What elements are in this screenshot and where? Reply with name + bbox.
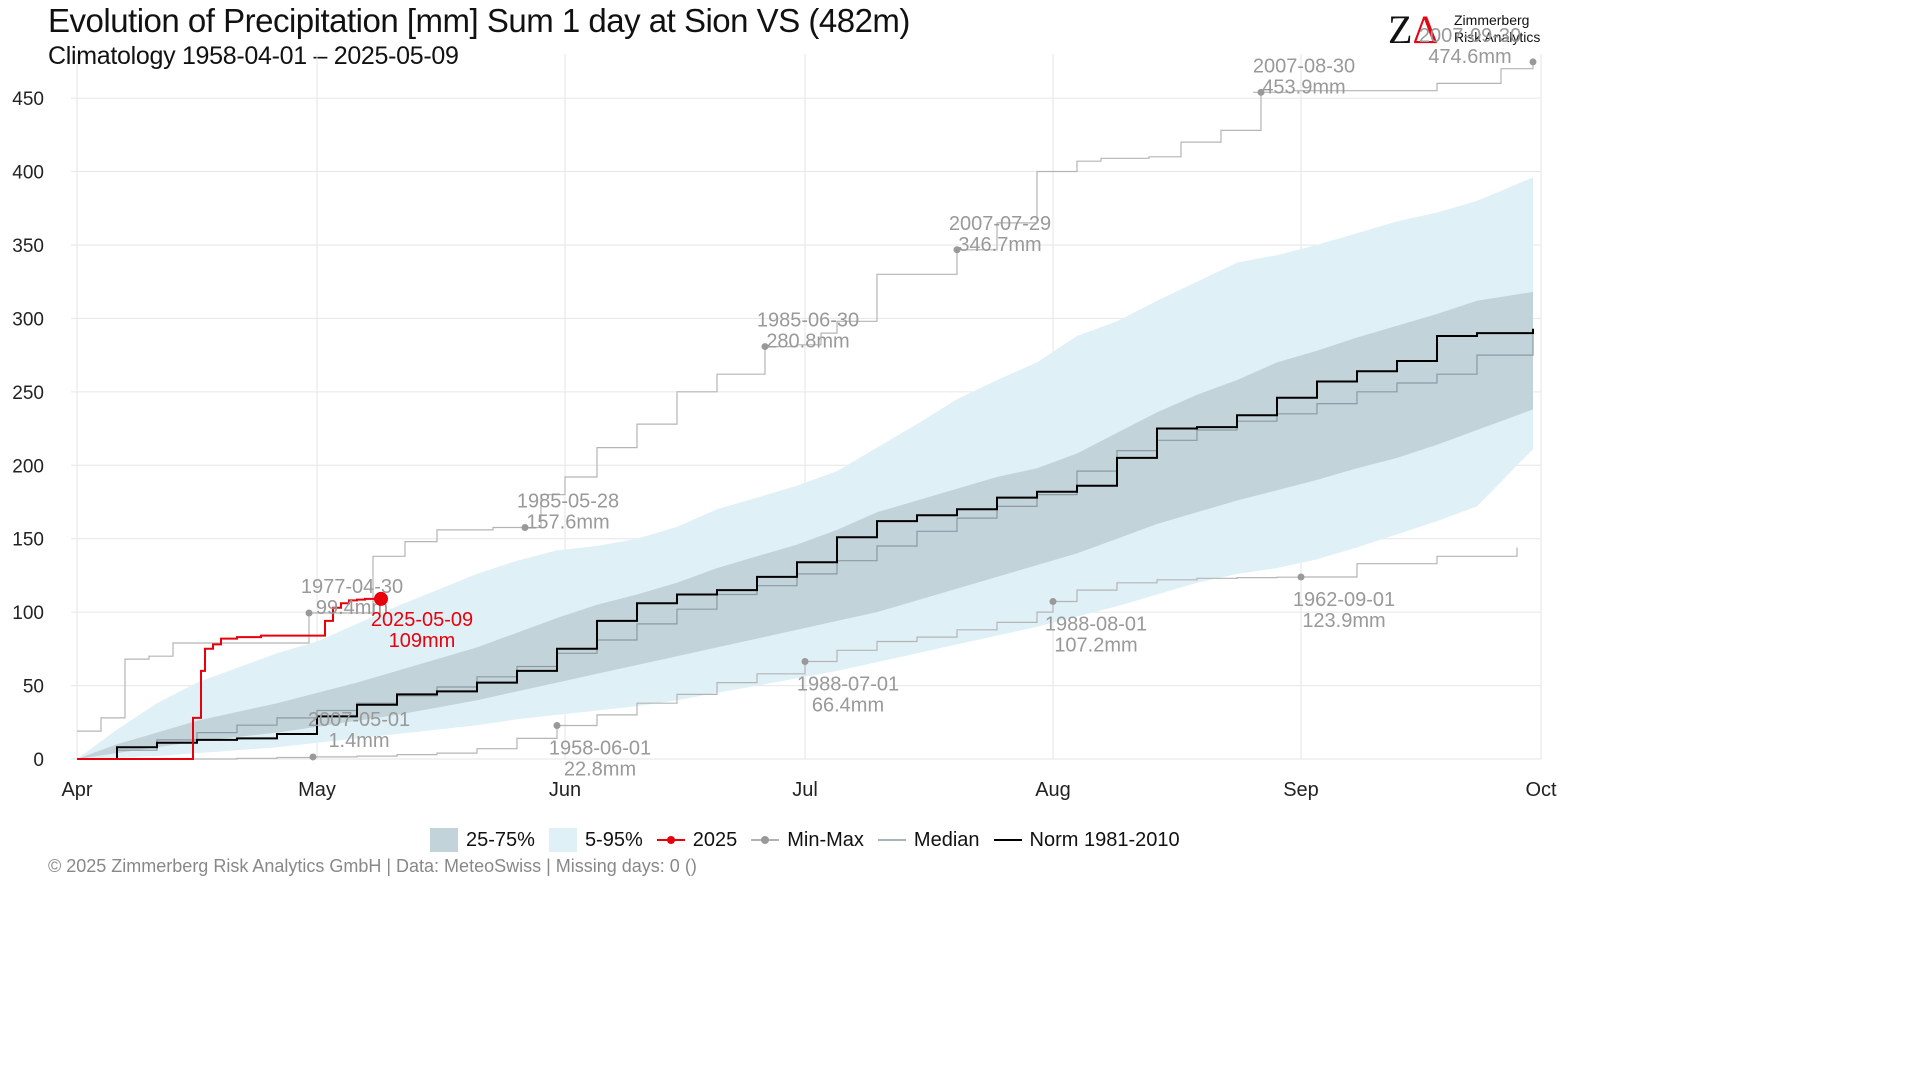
y-tick-label: 400 bbox=[12, 163, 44, 184]
chart-title: Evolution of Precipitation [mm] Sum 1 da… bbox=[48, 2, 910, 39]
precipitation-chart: 0 50 100 150 200 250 300 350 400 450 Apr May Jun Jul A… bbox=[12, 25, 1557, 801]
minmax-point-marker bbox=[1049, 598, 1057, 606]
minmax-point-marker bbox=[521, 524, 529, 532]
legend-key-2025 bbox=[656, 836, 685, 844]
chart-subtitle: Climatology 1958-04-01 – 2025-05-09 bbox=[48, 42, 459, 70]
legend-item-2025: 2025 bbox=[656, 828, 738, 852]
minmax-point-marker bbox=[801, 657, 809, 665]
annotation-value: 109mm bbox=[389, 630, 456, 652]
legend-key-5-95 bbox=[548, 828, 577, 852]
annotation-date: 1985-06-30 bbox=[757, 310, 859, 332]
x-tick-label: Apr bbox=[61, 779, 92, 801]
x-tick-label: Oct bbox=[1525, 779, 1557, 801]
series-line-2025 bbox=[77, 597, 381, 760]
annotation-date: 1962-09-01 bbox=[1293, 589, 1395, 611]
y-tick-label: 150 bbox=[12, 530, 44, 551]
minmax-point-marker bbox=[1297, 573, 1305, 581]
annotation-value: 346.7mm bbox=[958, 234, 1041, 256]
annotation-value: 22.8mm bbox=[564, 759, 636, 781]
current-point-marker bbox=[374, 591, 388, 606]
x-tick-label: Jun bbox=[549, 779, 581, 801]
logo-line-2: Risk Analytics bbox=[1454, 29, 1541, 45]
minmax-point-marker bbox=[761, 343, 769, 351]
annotation-value: 66.4mm bbox=[812, 694, 884, 716]
x-tick-label: Jul bbox=[792, 779, 818, 801]
annotation-date: 2025-05-09 bbox=[371, 609, 473, 631]
annotation-value: 123.9mm bbox=[1302, 610, 1385, 632]
legend-item-median: Median bbox=[877, 828, 980, 852]
footer-credits: © 2025 Zimmerberg Risk Analytics GmbH | … bbox=[48, 856, 697, 876]
annotation-date: 2007-07-29 bbox=[949, 213, 1051, 235]
annotation-value: 1.4mm bbox=[328, 730, 389, 752]
logo-line-1: Zimmerberg bbox=[1454, 12, 1530, 28]
y-tick-label: 350 bbox=[12, 236, 44, 257]
y-tick-label: 200 bbox=[12, 456, 44, 477]
y-tick-label: 250 bbox=[12, 383, 44, 404]
annotation-date: 2007-08-30 bbox=[1253, 55, 1355, 77]
legend-item-5-95: 5-95% bbox=[548, 828, 643, 852]
minmax-point-marker bbox=[1257, 88, 1265, 96]
annotation-date: 2007-09-30 bbox=[1419, 25, 1521, 47]
annotation-value: 99.4mm bbox=[316, 597, 388, 619]
y-tick-label: 450 bbox=[12, 89, 44, 110]
y-tick-label: 300 bbox=[12, 309, 44, 330]
x-tick-label: Sep bbox=[1283, 779, 1319, 801]
legend-label-2025: 2025 bbox=[692, 828, 738, 851]
annotation-date: 1985-05-28 bbox=[517, 491, 619, 513]
series-line-norm-1981-2010 bbox=[77, 328, 1534, 760]
legend-item-min-max: Min-Max bbox=[751, 828, 864, 852]
annotation-date: 1988-07-01 bbox=[797, 673, 899, 695]
annotation-date: 1988-08-01 bbox=[1045, 614, 1147, 636]
annotation-value: 453.9mm bbox=[1262, 76, 1345, 98]
chart-legend: 25-75% 5-95% 2025 Min-Max Median Norm 19… bbox=[430, 826, 1194, 854]
legend-key-norm bbox=[993, 839, 1022, 841]
y-tick-label: 50 bbox=[23, 677, 44, 698]
minmax-point-marker bbox=[953, 246, 961, 254]
legend-item-25-75: 25-75% bbox=[430, 828, 535, 852]
series-line-min bbox=[77, 547, 1518, 760]
minmax-point-marker bbox=[553, 722, 561, 730]
legend-label-25-75: 25-75% bbox=[466, 828, 535, 851]
minmax-point-marker bbox=[1529, 58, 1537, 66]
legend-label-norm: Norm 1981-2010 bbox=[1029, 828, 1180, 851]
legend-label-min-max: Min-Max bbox=[787, 828, 864, 851]
band-25-75% bbox=[77, 291, 1533, 759]
company-logo: ZΔ Zimmerberg Risk Analytics bbox=[1388, 10, 1548, 52]
legend-key-median bbox=[877, 839, 906, 841]
legend-label-median: Median bbox=[913, 828, 980, 851]
annotation-value: 107.2mm bbox=[1054, 635, 1137, 657]
annotation-date: 2007-05-01 bbox=[308, 709, 410, 731]
annotation-date: 1977-04-30 bbox=[301, 576, 403, 598]
minmax-point-marker bbox=[309, 753, 317, 761]
series-line-max bbox=[77, 61, 1534, 732]
y-tick-label: 100 bbox=[12, 603, 44, 624]
legend-key-min-max bbox=[751, 836, 780, 844]
logo-mark-icon: ZΔ bbox=[1388, 7, 1439, 52]
annotation-value: 157.6mm bbox=[526, 512, 609, 534]
annotation-value: 280.8mm bbox=[766, 331, 849, 353]
band-5-95% bbox=[77, 177, 1533, 759]
y-tick-label: 0 bbox=[33, 750, 44, 771]
annotation-date: 1958-06-01 bbox=[549, 738, 651, 760]
annotation-value: 474.6mm bbox=[1428, 46, 1511, 68]
minmax-point-marker bbox=[305, 609, 313, 617]
legend-item-norm: Norm 1981-2010 bbox=[993, 828, 1180, 852]
legend-key-25-75 bbox=[430, 828, 458, 852]
x-tick-label: May bbox=[298, 779, 336, 801]
x-tick-label: Aug bbox=[1035, 779, 1071, 801]
legend-label-5-95: 5-95% bbox=[584, 828, 643, 851]
